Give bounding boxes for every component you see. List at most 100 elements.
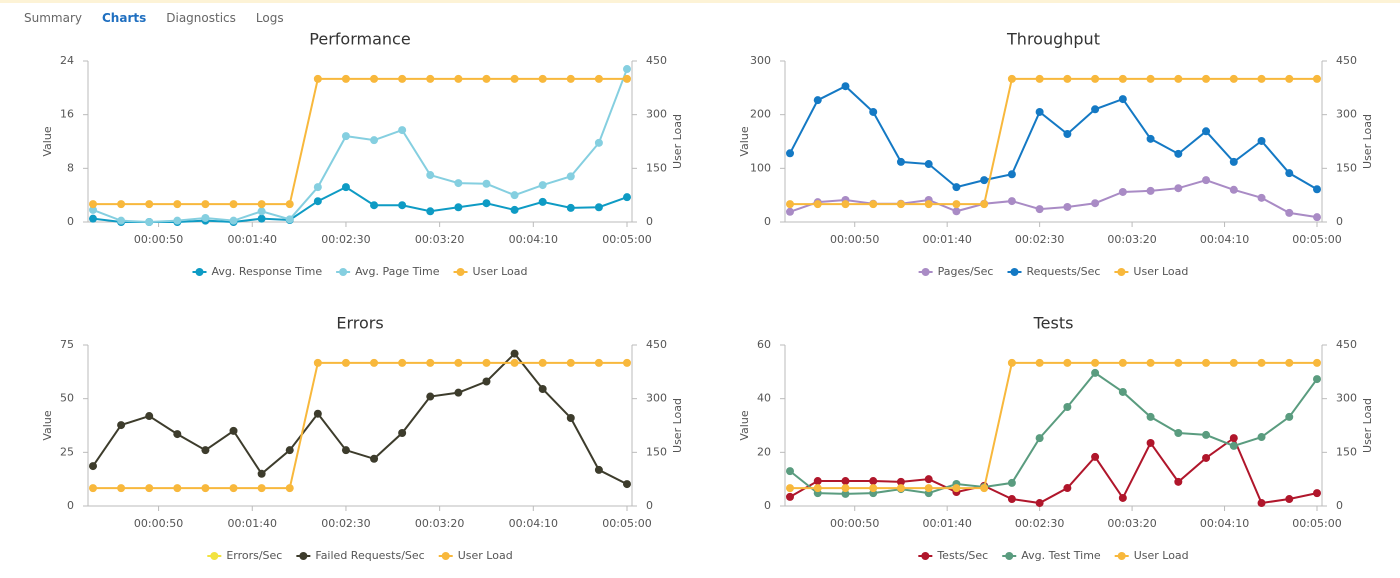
- series-line: [789, 85, 1318, 191]
- data-point: [510, 74, 519, 83]
- x-tick-label: 00:03:20: [415, 517, 464, 530]
- data-point: [924, 484, 933, 493]
- data-point: [1285, 495, 1294, 504]
- data-point: [482, 74, 491, 83]
- data-point: [370, 201, 379, 210]
- data-point: [89, 214, 97, 223]
- data-point: [1063, 202, 1072, 211]
- tab[interactable]: Charts: [102, 11, 147, 25]
- series-line: [789, 371, 1318, 495]
- x-tick-label: 00:01:40: [228, 233, 277, 246]
- y-tick-label: 100: [750, 161, 771, 174]
- data-point: [173, 216, 182, 225]
- data-point: [285, 215, 294, 224]
- legend-label: User Load: [1134, 549, 1189, 562]
- data-point: [370, 454, 379, 463]
- data-point: [786, 149, 794, 158]
- legend-label: User Load: [458, 549, 513, 562]
- data-point: [594, 203, 603, 212]
- x-tick-label: 00:05:00: [602, 517, 651, 530]
- y-tick-label: 300: [750, 54, 771, 67]
- data-point: [841, 82, 850, 91]
- data-point: [1285, 74, 1294, 83]
- data-point: [538, 197, 547, 206]
- tab[interactable]: Logs: [255, 11, 284, 25]
- legend-swatch: [921, 552, 930, 560]
- legend-swatch: [441, 552, 450, 560]
- data-point: [980, 176, 989, 185]
- tab[interactable]: Diagnostics: [166, 11, 236, 25]
- data-point: [896, 200, 905, 209]
- y2-tick-label: 150: [646, 161, 667, 174]
- data-point: [1035, 107, 1044, 116]
- data-point: [454, 74, 463, 83]
- data-point: [1229, 441, 1238, 450]
- data-point: [538, 74, 547, 83]
- legend-label: Avg. Response Time: [211, 265, 322, 278]
- data-point: [257, 469, 266, 478]
- data-point: [285, 200, 294, 209]
- data-point: [980, 484, 989, 493]
- x-tick-label: 00:01:40: [228, 517, 277, 530]
- data-point: [1007, 197, 1016, 206]
- x-tick-label: 00:05:00: [602, 233, 651, 246]
- legend-swatch: [299, 552, 308, 560]
- data-point: [1091, 368, 1100, 377]
- data-point: [1313, 185, 1321, 194]
- x-tick-label: 00:00:50: [830, 233, 879, 246]
- data-point: [89, 205, 97, 214]
- data-point: [1229, 358, 1238, 367]
- y-tick-label: 40: [757, 392, 771, 405]
- data-point: [173, 200, 182, 209]
- legend-label: Pages/Sec: [938, 265, 994, 278]
- y2-axis-label: User Load: [671, 114, 684, 169]
- legend-swatch: [210, 552, 219, 560]
- top-border: [0, 0, 1400, 3]
- legend-swatch: [921, 268, 930, 276]
- data-point: [1285, 169, 1294, 178]
- data-point: [173, 430, 182, 439]
- data-point: [229, 200, 238, 209]
- y-tick-label: 20: [757, 445, 771, 458]
- data-point: [454, 358, 463, 367]
- data-point: [1146, 134, 1155, 143]
- y2-tick-label: 150: [1336, 161, 1357, 174]
- data-point: [623, 193, 631, 202]
- data-point: [813, 477, 822, 486]
- x-tick-label: 00:03:20: [1107, 517, 1156, 530]
- y-tick-label: 75: [60, 338, 74, 351]
- data-point: [1007, 495, 1016, 504]
- legend-label: Failed Requests/Sec: [315, 549, 424, 562]
- tab-bar: Summary Charts Diagnostics Logs: [24, 11, 284, 25]
- data-point: [398, 201, 407, 210]
- data-point: [1202, 358, 1211, 367]
- data-point: [1202, 176, 1211, 185]
- data-point: [370, 74, 379, 83]
- data-point: [1229, 185, 1238, 194]
- tab[interactable]: Summary: [24, 11, 82, 25]
- y-tick-label: 200: [750, 108, 771, 121]
- legend-label: Requests/Sec: [1026, 265, 1100, 278]
- data-point: [482, 199, 491, 208]
- data-point: [510, 191, 519, 200]
- data-point: [370, 358, 379, 367]
- data-point: [841, 477, 850, 486]
- series-line: [92, 185, 628, 224]
- data-point: [1118, 493, 1127, 502]
- data-point: [1035, 205, 1044, 214]
- y2-tick-label: 450: [1336, 338, 1357, 351]
- data-point: [341, 446, 350, 455]
- data-point: [313, 358, 322, 367]
- y2-tick-label: 0: [1336, 215, 1343, 228]
- data-point: [398, 74, 407, 83]
- data-point: [426, 171, 435, 180]
- data-point: [538, 358, 547, 367]
- y2-axis-label: User Load: [671, 398, 684, 453]
- data-point: [1063, 358, 1072, 367]
- data-point: [786, 484, 794, 493]
- data-point: [1174, 429, 1183, 438]
- y-tick-label: 24: [60, 54, 74, 67]
- data-point: [341, 132, 350, 141]
- data-point: [1035, 358, 1044, 367]
